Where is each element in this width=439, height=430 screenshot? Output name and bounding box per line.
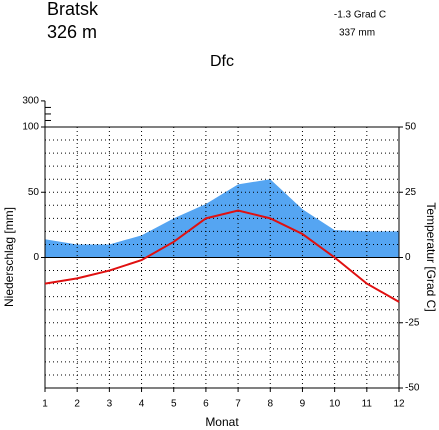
x-tick-label: 8: [267, 399, 273, 410]
y-tick-label: 100: [22, 122, 39, 133]
y2-tick-label: -50: [405, 383, 420, 394]
x-tick-label: 9: [300, 399, 306, 410]
x-axis-label: Monat: [205, 415, 239, 429]
x-tick-label: 5: [171, 399, 177, 410]
x-tick-label: 1: [42, 399, 48, 410]
x-tick-label: 12: [393, 399, 405, 410]
annual-precipitation: 337 mm: [339, 28, 375, 39]
x-tick-label: 6: [203, 399, 209, 410]
y2-tick-label: 0: [405, 252, 411, 263]
y-axis-label: Niederschlag [mm]: [2, 207, 16, 307]
mean-temperature: -1.3 Grad C: [334, 10, 386, 21]
temperature-line: [44, 209, 400, 303]
station-name: Bratsk: [47, 0, 99, 19]
x-tick-label: 4: [139, 399, 145, 410]
climate-class: Dfc: [210, 53, 234, 70]
y2-axis-label: Temperatur [Grad C]: [424, 202, 438, 311]
y-tick-label: 50: [28, 187, 40, 198]
elevation: 326 m: [47, 22, 97, 42]
y-tick-label: 0: [33, 252, 39, 263]
x-tick-label: 11: [362, 399, 373, 410]
y2-tick-label: -25: [405, 317, 420, 328]
x-tick-label: 7: [235, 399, 241, 410]
x-tick-label: 2: [74, 399, 80, 410]
x-tick-label: 3: [107, 399, 113, 410]
y-tick-label: 300: [22, 96, 39, 107]
y2-tick-label: 50: [405, 122, 417, 133]
x-tick-label: 10: [329, 399, 341, 410]
y2-tick-label: 25: [405, 187, 417, 198]
